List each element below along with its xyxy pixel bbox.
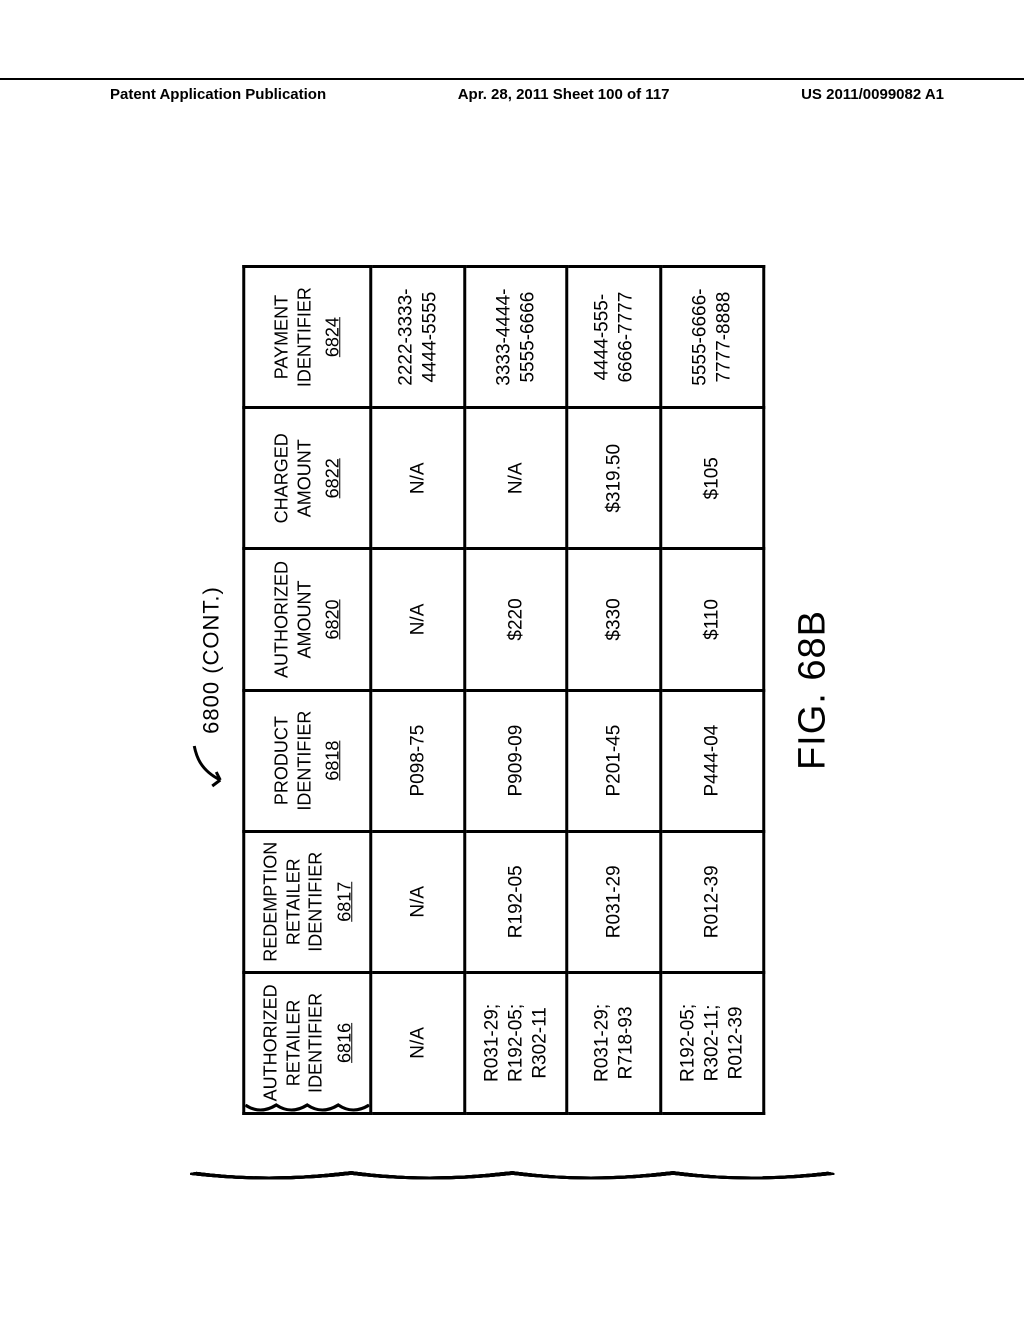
cell-text: 4444-555-6666-7777 xyxy=(591,292,636,383)
cell-text: R192-05 xyxy=(505,865,526,938)
cell: $110 xyxy=(661,549,763,690)
cell-text: $330 xyxy=(603,598,624,640)
torn-edge-icon xyxy=(190,1165,834,1183)
table-row: R031-29;R718-93 R031-29 P201-45 $330 $31… xyxy=(567,267,661,1114)
cell-text: N/A xyxy=(505,462,526,494)
header-right: US 2011/0099082 A1 xyxy=(801,86,944,103)
cell: R031-29;R718-93 xyxy=(567,972,661,1113)
table-header-row: AUTHORIZEDRETAILERIDENTIFIER 6816 REDEMP… xyxy=(244,267,371,1114)
col-header: REDEMPTIONRETAILERIDENTIFIER 6817 xyxy=(244,831,371,972)
col-header: AUTHORIZEDRETAILERIDENTIFIER 6816 xyxy=(244,972,371,1113)
cell: N/A xyxy=(465,408,567,549)
page-header: Patent Application Publication Apr. 28, … xyxy=(0,78,1024,103)
cell: P444-04 xyxy=(661,690,763,831)
col-ref: 6824 xyxy=(322,274,345,400)
cell: $330 xyxy=(567,549,661,690)
col-ref: 6817 xyxy=(333,839,356,965)
cell-text: R031-29;R192-05;R302-11 xyxy=(481,1004,550,1082)
cell: N/A xyxy=(371,408,465,549)
cell-text: R031-29 xyxy=(603,865,624,938)
cell: N/A xyxy=(371,972,465,1113)
col-title: PAYMENTIDENTIFIER xyxy=(271,274,316,400)
cell: N/A xyxy=(371,549,465,690)
cell: $105 xyxy=(661,408,763,549)
col-ref: 6818 xyxy=(322,698,345,824)
col-header: CHARGEDAMOUNT 6822 xyxy=(244,408,371,549)
col-header: PRODUCTIDENTIFIER 6818 xyxy=(244,690,371,831)
torn-edge-icon xyxy=(190,1165,834,1183)
cell: 3333-4444-5555-6666 xyxy=(465,267,567,408)
header-center: Apr. 28, 2011 Sheet 100 of 117 xyxy=(458,86,670,103)
cell-text: $105 xyxy=(701,457,722,499)
cell: R031-29;R192-05;R302-11 xyxy=(465,972,567,1113)
table-body: N/A N/A P098-75 N/A N/A 2222-3333-4444-5… xyxy=(371,267,764,1114)
table-row: N/A N/A P098-75 N/A N/A 2222-3333-4444-5… xyxy=(371,267,465,1114)
col-ref: 6820 xyxy=(322,556,345,682)
cell-text: P098-75 xyxy=(407,725,428,797)
cell-text: R012-39 xyxy=(701,865,722,938)
cell-text: 5555-6666-7777-8888 xyxy=(689,289,734,386)
cell-text: 2222-3333-4444-5555 xyxy=(395,289,440,386)
col-header: AUTHORIZEDAMOUNT 6820 xyxy=(244,549,371,690)
table-row: R031-29;R192-05;R302-11 R192-05 P909-09 … xyxy=(465,267,567,1114)
col-title: AUTHORIZEDAMOUNT xyxy=(271,556,316,682)
cell-text: 3333-4444-5555-6666 xyxy=(493,289,538,386)
cell-text: $319.50 xyxy=(603,444,624,513)
rotated-figure: 6800 (CONT.) AUTHORIZEDRETAILERIDENTIFIE… xyxy=(190,200,834,1180)
data-table: AUTHORIZEDRETAILERIDENTIFIER 6816 REDEMP… xyxy=(242,265,765,1115)
cell-text: P201-45 xyxy=(603,725,624,797)
cell: P098-75 xyxy=(371,690,465,831)
cell-text: $110 xyxy=(701,599,722,640)
cell-text: N/A xyxy=(407,604,428,636)
col-title: AUTHORIZEDRETAILERIDENTIFIER xyxy=(259,980,327,1106)
cell-text: R192-05;R302-11;R012-39 xyxy=(678,1004,747,1082)
cell-text: N/A xyxy=(407,1027,428,1059)
col-title: PRODUCTIDENTIFIER xyxy=(271,698,316,824)
figure-reference-label: 6800 (CONT.) xyxy=(198,586,224,734)
cell-text: P909-09 xyxy=(505,725,526,797)
cell-text: R031-29;R718-93 xyxy=(591,1004,636,1082)
cell: P909-09 xyxy=(465,690,567,831)
cell: P201-45 xyxy=(567,690,661,831)
col-ref: 6822 xyxy=(322,415,345,541)
cell: R192-05 xyxy=(465,831,567,972)
cell: R192-05;R302-11;R012-39 xyxy=(661,972,763,1113)
cell-text: N/A xyxy=(407,886,428,918)
cell: 4444-555-6666-7777 xyxy=(567,267,661,408)
col-ref: 6816 xyxy=(333,980,356,1106)
col-title: CHARGEDAMOUNT xyxy=(271,415,316,541)
cell-text: N/A xyxy=(407,462,428,494)
torn-edge-icon xyxy=(190,1165,834,1183)
header-left: Patent Application Publication xyxy=(110,86,326,103)
cell: 2222-3333-4444-5555 xyxy=(371,267,465,408)
col-title: REDEMPTIONRETAILERIDENTIFIER xyxy=(259,839,327,965)
cell: R012-39 xyxy=(661,831,763,972)
cell: N/A xyxy=(371,831,465,972)
cell-text: $220 xyxy=(505,598,526,640)
col-header: PAYMENTIDENTIFIER 6824 xyxy=(244,267,371,408)
cell: 5555-6666-7777-8888 xyxy=(661,267,763,408)
cell: R031-29 xyxy=(567,831,661,972)
figure-caption: FIG. 68B xyxy=(791,200,834,1180)
figure-area: 6800 (CONT.) AUTHORIZEDRETAILERIDENTIFIE… xyxy=(0,160,1024,1220)
reference-arrow-icon xyxy=(190,742,232,794)
torn-edge-icon xyxy=(190,1165,834,1183)
cell: $220 xyxy=(465,549,567,690)
cell: $319.50 xyxy=(567,408,661,549)
cell-text: P444-04 xyxy=(701,725,722,797)
figure-reference: 6800 (CONT.) xyxy=(190,200,232,1180)
table-row: R192-05;R302-11;R012-39 R012-39 P444-04 … xyxy=(661,267,763,1114)
